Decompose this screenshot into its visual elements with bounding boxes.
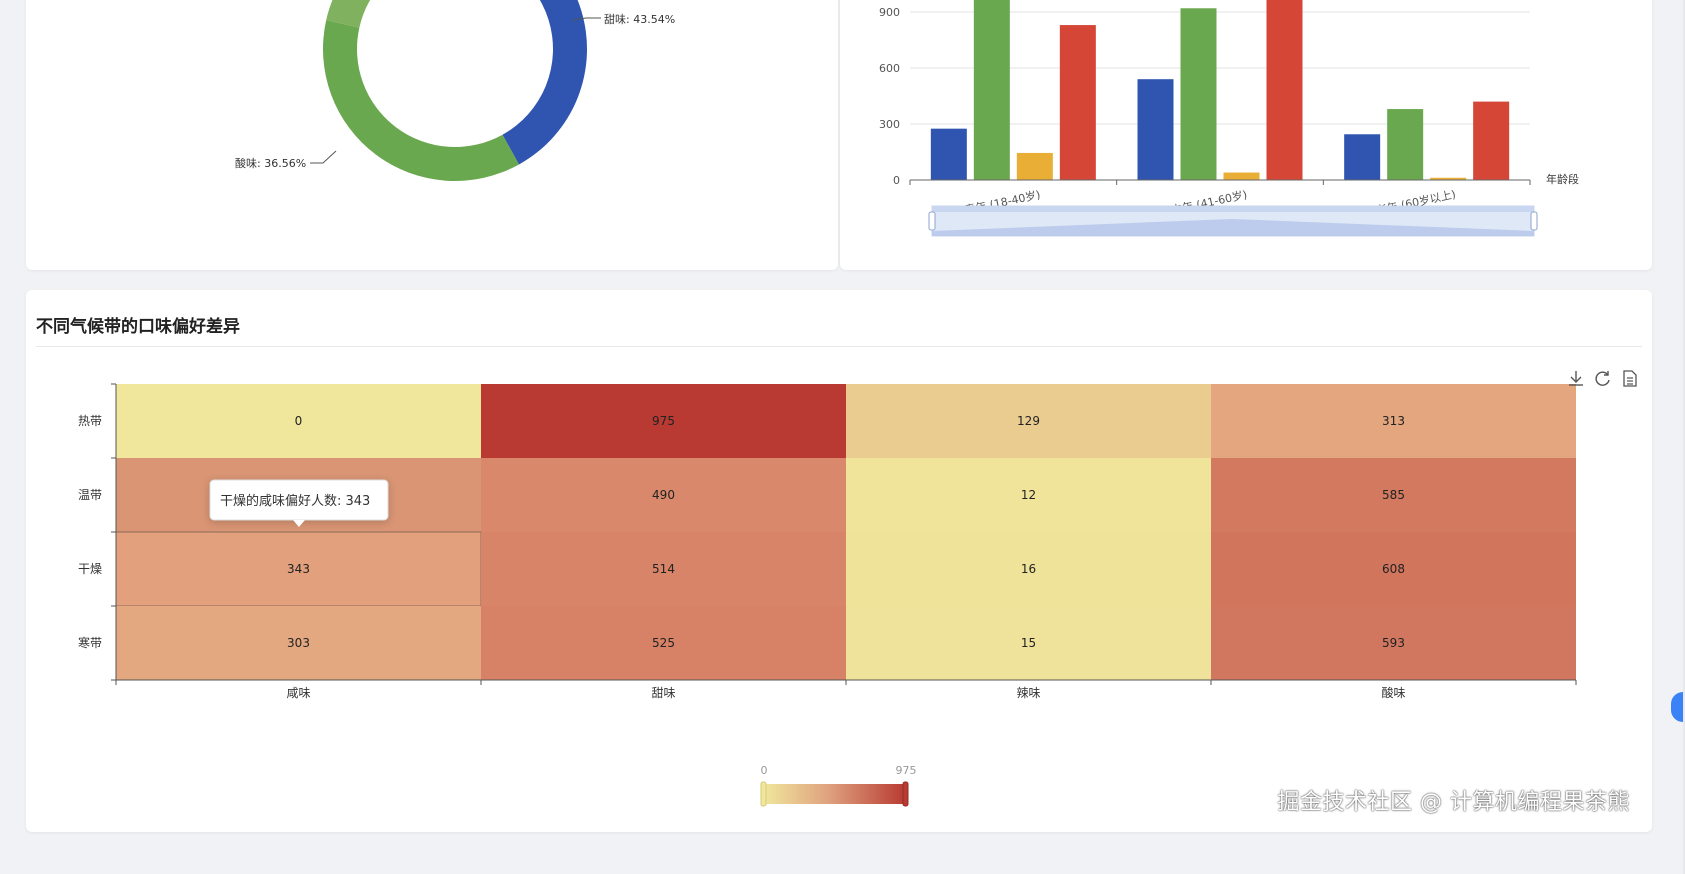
refresh-icon[interactable] bbox=[1595, 371, 1610, 386]
pie-slice-1[interactable] bbox=[322, 20, 519, 182]
visual-map-handle-min[interactable] bbox=[760, 781, 767, 807]
heatmap-cell-label: 0 bbox=[295, 414, 303, 428]
heatmap-cell-0-3[interactable] bbox=[1211, 384, 1576, 458]
bar-axis-name: 年龄段 bbox=[1546, 172, 1579, 186]
heatmap-cell-label: 608 bbox=[1382, 562, 1405, 576]
page-scrollbar[interactable] bbox=[1683, 0, 1685, 874]
heatmap-cell-label: 303 bbox=[287, 636, 310, 650]
heatmap-cell-label: 313 bbox=[1382, 414, 1405, 428]
heatmap-y-label: 寒带 bbox=[78, 635, 102, 650]
heatmap-cell-label: 514 bbox=[652, 562, 675, 576]
zoom-handle-left[interactable] bbox=[928, 211, 936, 231]
heatmap-cell-0-1[interactable] bbox=[481, 384, 846, 458]
bar-0-1[interactable] bbox=[973, 0, 1010, 180]
heatmap-cell-label: 16 bbox=[1021, 562, 1036, 576]
bar-y-tick-label: 300 bbox=[879, 118, 900, 131]
heatmap-cell-3-0[interactable] bbox=[116, 606, 481, 680]
bar-1-0[interactable] bbox=[1137, 79, 1174, 180]
bar-y-tick-label: 600 bbox=[879, 62, 900, 75]
heatmap-cell-label: 593 bbox=[1382, 636, 1405, 650]
heatmap-panel: 不同气候带的口味偏好差异 0 975 129 313 490 12 585 343 514 16 6… bbox=[26, 290, 1652, 832]
bar-1-1[interactable] bbox=[1180, 8, 1217, 181]
bar-2-3[interactable] bbox=[1473, 101, 1510, 180]
bar-panel: 0 300 600 900 青年 (18-40岁) 中年 (41-60岁) 老年 (60岁以… bbox=[840, 0, 1652, 270]
heatmap-cell-label: 585 bbox=[1382, 488, 1405, 502]
zoom-handle-right[interactable] bbox=[1530, 211, 1538, 231]
heatmap-cell-label: 975 bbox=[652, 414, 675, 428]
heatmap-cell-label: 490 bbox=[652, 488, 675, 502]
data-zoom-slider[interactable] bbox=[928, 205, 1538, 237]
visual-map-max-label: 975 bbox=[896, 764, 917, 777]
bar-0-2[interactable] bbox=[1016, 152, 1053, 180]
bar-0-0[interactable] bbox=[930, 128, 967, 180]
download-icon[interactable] bbox=[1569, 371, 1583, 386]
heatmap-cell-1-2[interactable] bbox=[846, 458, 1211, 532]
heatmap-cell-label: 129 bbox=[1017, 414, 1040, 428]
bar-2-2[interactable] bbox=[1430, 177, 1467, 180]
pie-slice-0[interactable] bbox=[442, 0, 587, 165]
heatmap-y-label: 温带 bbox=[78, 488, 102, 502]
heatmap-cell-0-0[interactable] bbox=[116, 384, 481, 458]
pie-chart: 甜味: 43.54% 酸味: 36.56% bbox=[235, 0, 675, 182]
heatmap-cell-2-1[interactable] bbox=[481, 532, 846, 606]
bar-2-1[interactable] bbox=[1387, 109, 1424, 180]
bar-y-tick-label: 900 bbox=[879, 6, 900, 19]
bar-1-2[interactable] bbox=[1223, 172, 1260, 180]
heatmap-cell-label: 12 bbox=[1021, 488, 1036, 502]
heatmap-x-label: 咸味 bbox=[286, 686, 310, 700]
watermark: 掘金技术社区 @ 计算机编程果茶熊 bbox=[1277, 790, 1630, 815]
heatmap-y-label: 热带 bbox=[78, 414, 102, 428]
heatmap-cell-2-3[interactable] bbox=[1211, 532, 1576, 606]
bar-0-3[interactable] bbox=[1059, 25, 1096, 180]
heatmap-cell-label: 343 bbox=[287, 562, 310, 576]
heatmap-cell-3-2[interactable] bbox=[846, 606, 1211, 680]
bar-y-tick-label: 0 bbox=[893, 174, 900, 187]
bar-2-0[interactable] bbox=[1344, 134, 1381, 180]
tooltip-text: 干燥的咸味偏好人数: 343 bbox=[220, 493, 370, 509]
pie-label-sour: 酸味: 36.56% bbox=[235, 156, 306, 170]
heatmap-x-label: 酸味 bbox=[1381, 685, 1405, 700]
visual-map-min-label: 0 bbox=[761, 764, 768, 777]
floating-side-button[interactable] bbox=[1671, 692, 1685, 722]
bar-1-3[interactable] bbox=[1266, 0, 1303, 180]
pie-panel: 甜味: 43.54% 酸味: 36.56% bbox=[26, 0, 838, 270]
pie-leader-sour bbox=[310, 150, 337, 164]
heatmap-x-label: 甜味 bbox=[651, 686, 675, 700]
heatmap-cell-2-0[interactable] bbox=[115, 531, 482, 607]
heatmap-cell-2-2[interactable] bbox=[846, 532, 1211, 606]
heatmap-cell-3-1[interactable] bbox=[481, 606, 846, 680]
data-view-icon[interactable] bbox=[1623, 370, 1637, 387]
heatmap-cell-3-3[interactable] bbox=[1211, 606, 1576, 680]
heatmap-y-label: 干燥 bbox=[78, 562, 102, 576]
heatmap-cell-1-3[interactable] bbox=[1211, 458, 1576, 532]
title-divider bbox=[36, 346, 1642, 347]
heatmap-cell-label: 525 bbox=[652, 636, 675, 650]
heatmap-title: 不同气候带的口味偏好差异 bbox=[36, 317, 240, 337]
heatmap-cell-1-1[interactable] bbox=[481, 458, 846, 532]
heatmap-chart: 0 975 129 313 490 12 585 343 514 16 608 303 525 15 593… bbox=[78, 370, 1637, 807]
heatmap-cell-label: 15 bbox=[1021, 636, 1036, 650]
pie-leader-sweet bbox=[571, 17, 601, 21]
visual-map-handle-max[interactable] bbox=[902, 781, 909, 807]
heatmap-x-label: 辣味 bbox=[1016, 686, 1040, 700]
visual-map[interactable]: 0 975 bbox=[760, 764, 917, 807]
heatmap-cell-0-2[interactable] bbox=[846, 384, 1211, 458]
tooltip: 干燥的咸味偏好人数: 343 bbox=[209, 479, 389, 527]
pie-slice-2[interactable] bbox=[326, 0, 430, 28]
pie-label-sweet: 甜味: 43.54% bbox=[604, 13, 675, 26]
